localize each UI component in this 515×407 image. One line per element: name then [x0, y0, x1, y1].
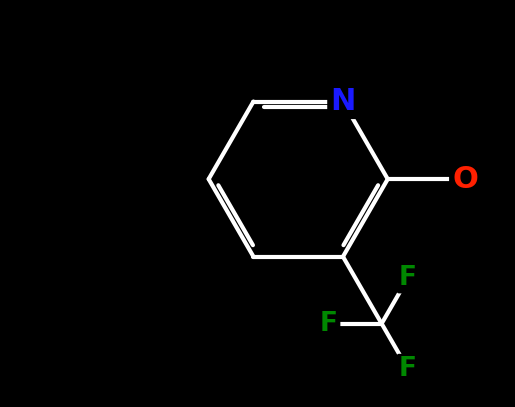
Text: F: F [399, 357, 417, 383]
Text: F: F [399, 265, 417, 291]
Text: O: O [452, 164, 478, 194]
Text: F: F [320, 311, 338, 337]
Text: N: N [330, 87, 356, 116]
